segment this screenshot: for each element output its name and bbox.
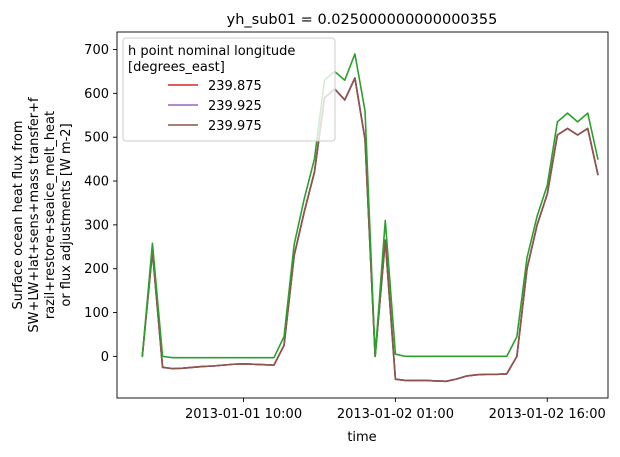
legend-title-line: h point nominal longitude (128, 44, 295, 59)
y-axis-label-line: Surface ocean heat flux from (11, 120, 26, 309)
y-axis-label-line: SW+LW+lat+sens+mass transfer+f (27, 97, 42, 333)
y-tick-label: 300 (84, 218, 109, 233)
legend: h point nominal longitude[degrees_east] 2… (122, 37, 336, 142)
x-tick-label: 2013-01-02 16:00 (489, 407, 606, 422)
y-tick-label: 0 (101, 350, 109, 365)
legend-box (122, 37, 336, 142)
x-tick-label: 2013-01-02 01:00 (337, 407, 454, 422)
y-tick-label: 500 (84, 131, 109, 146)
y-tick-label: 400 (84, 175, 109, 190)
legend-title-line: [degrees_east] (128, 60, 225, 75)
legend-entry-label: 239.925 (208, 99, 262, 114)
y-axis-label: Surface ocean heat flux from SW+LW+lat+se… (11, 97, 74, 333)
y-tick-label: 700 (84, 43, 109, 58)
y-tick-label: 200 (84, 262, 109, 277)
y-axis-label-line: razil+restore+seaice_melt_heat (43, 111, 58, 319)
legend-entry-label: 239.975 (208, 119, 262, 134)
x-tick-label: 2013-01-01 10:00 (185, 407, 302, 422)
axes-frame (116, 31, 609, 399)
legend-entry-label: 239.875 (208, 79, 262, 94)
x-axis-label: time (347, 430, 376, 445)
y-axis-label-line: or flux adjustments [W m-2] (59, 123, 74, 306)
chart-title: yh_sub01 = 0.025000000000000355 (227, 12, 498, 28)
series-line-unlabeled-3 (141, 53, 599, 359)
y-tick-label: 100 (84, 306, 109, 321)
plot-area: 0 100 200 300 400 500 600 700 2013-01-01 10:00 20… (84, 31, 609, 422)
y-tick-label: 600 (84, 87, 109, 102)
